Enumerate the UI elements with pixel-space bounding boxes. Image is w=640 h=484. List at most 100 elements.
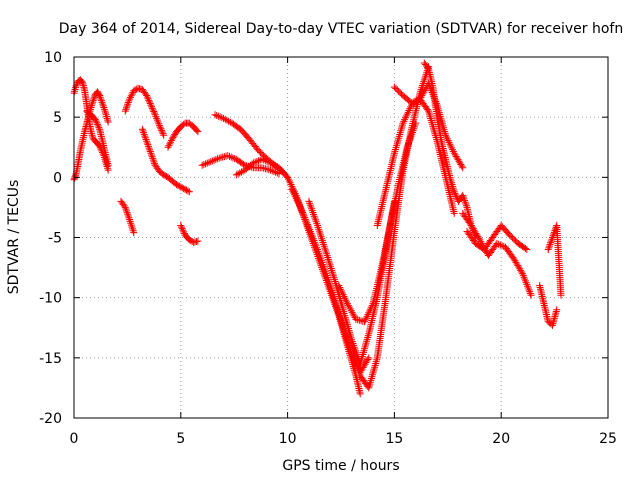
data-point — [526, 289, 534, 297]
data-point — [96, 92, 104, 100]
x-axis-label: GPS time / hours — [282, 458, 399, 474]
data-point — [158, 126, 166, 134]
data-point — [450, 188, 458, 196]
data-point — [308, 231, 316, 239]
data-point — [71, 174, 79, 182]
data-point — [362, 314, 370, 322]
x-tick-label: 15 — [385, 431, 403, 447]
data-point — [365, 354, 373, 362]
data-point — [174, 181, 182, 189]
data-point — [253, 157, 261, 165]
data-point — [142, 90, 150, 98]
data-point — [165, 142, 173, 150]
data-point — [360, 318, 368, 326]
data-point — [553, 306, 561, 314]
x-tick-label: 5 — [176, 431, 185, 447]
data-point — [122, 207, 130, 215]
data-point — [343, 298, 351, 306]
data-point — [296, 202, 304, 210]
data-point — [263, 157, 271, 165]
data-point — [194, 237, 202, 245]
data-point — [365, 309, 373, 317]
data-point — [125, 97, 133, 105]
data-point — [149, 106, 157, 114]
data-point — [340, 292, 348, 300]
data-point — [150, 158, 158, 166]
data-point — [149, 156, 157, 164]
data-point — [87, 128, 95, 136]
data-point — [400, 117, 408, 125]
data-point — [443, 133, 451, 141]
data-point — [171, 130, 179, 138]
data-point — [295, 200, 303, 208]
data-point — [95, 124, 103, 132]
data-point — [168, 135, 176, 143]
data-point — [164, 143, 172, 151]
data-point — [267, 166, 275, 174]
data-point — [523, 246, 531, 254]
data-point — [167, 137, 175, 145]
data-point — [200, 161, 208, 169]
data-point — [127, 92, 135, 100]
data-point — [122, 105, 130, 113]
data-point — [124, 99, 132, 107]
data-point — [150, 109, 158, 117]
data-point — [446, 140, 454, 148]
data-point — [210, 156, 218, 164]
data-point — [288, 185, 296, 193]
data-point — [77, 77, 85, 85]
data-point — [205, 158, 213, 166]
data-point — [124, 210, 132, 218]
data-point — [93, 119, 101, 127]
data-point — [130, 87, 138, 95]
data-point — [284, 173, 292, 181]
data-point — [97, 95, 105, 103]
data-point — [313, 244, 321, 252]
data-point — [121, 107, 129, 115]
data-point — [120, 202, 128, 210]
data-point — [153, 114, 161, 122]
data-point — [294, 198, 302, 206]
data-point — [208, 157, 216, 165]
data-point — [88, 129, 96, 137]
data-point — [72, 84, 80, 92]
data-point — [519, 270, 527, 278]
data-point — [148, 103, 156, 111]
data-point — [218, 114, 226, 122]
data-point — [161, 172, 169, 180]
data-point — [102, 109, 110, 117]
data-point — [459, 193, 467, 201]
data-point — [180, 120, 188, 128]
data-point — [140, 130, 148, 138]
data-point — [336, 283, 344, 291]
data-point — [403, 110, 411, 118]
data-point — [224, 152, 232, 160]
data-point — [180, 185, 188, 193]
data-point — [160, 171, 168, 179]
data-point — [291, 193, 299, 201]
x-tick-label: 25 — [599, 431, 617, 447]
data-point — [356, 390, 364, 398]
data-point — [187, 237, 195, 245]
data-point — [160, 131, 168, 139]
axis-ticks: 0 5 10 15 20 25 -20 -15 -10 -5 0 5 10 — [39, 50, 617, 447]
data-point — [498, 242, 506, 250]
data-point — [128, 90, 136, 98]
data-point — [202, 160, 210, 168]
data-point — [367, 303, 375, 311]
data-point — [462, 200, 470, 208]
data-point — [185, 236, 193, 244]
data-point — [139, 127, 147, 135]
data-point — [364, 311, 372, 319]
data-point — [141, 132, 149, 140]
data-point — [337, 285, 345, 293]
data-point — [151, 160, 159, 168]
data-point — [298, 207, 306, 215]
data-point — [292, 194, 300, 202]
data-point — [142, 136, 150, 144]
data-point — [366, 305, 374, 313]
data-point — [144, 141, 152, 149]
data-point — [290, 191, 298, 199]
data-point — [260, 156, 268, 164]
